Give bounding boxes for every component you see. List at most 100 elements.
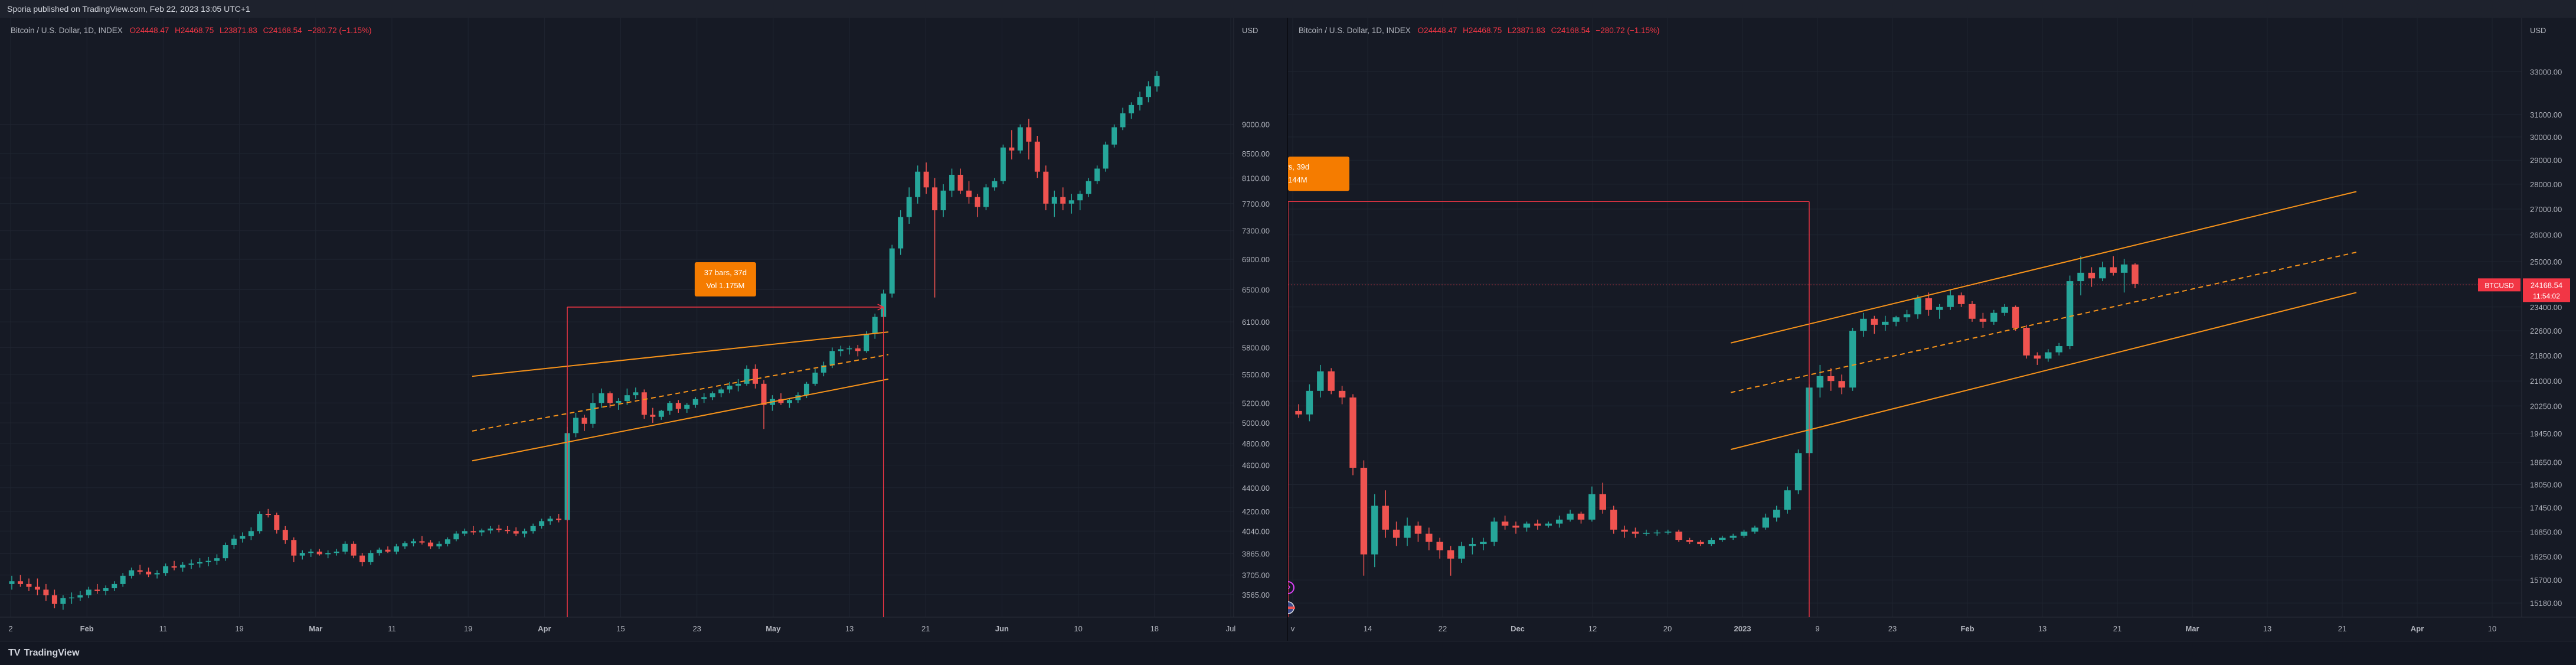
time-tick-label: 9	[1815, 624, 1819, 633]
time-tick-label: v	[1291, 624, 1295, 633]
candle-body	[427, 542, 433, 547]
candle-body	[1816, 376, 1824, 388]
candle-body	[1730, 536, 1737, 538]
candle-body	[1426, 533, 1433, 542]
price-tick-label: 7700.00	[1242, 200, 1270, 208]
tradingview-logo[interactable]: TV TradingView	[8, 648, 79, 659]
candle-body	[1957, 295, 1965, 304]
candle-body	[51, 595, 57, 604]
candle-body	[77, 595, 83, 598]
price-tick-label: 5200.00	[1242, 399, 1270, 408]
time-tick-label: Jun	[995, 624, 1009, 633]
candle-body	[915, 171, 921, 197]
candle-body	[496, 529, 502, 530]
candle-body	[1371, 506, 1378, 555]
price-tick-label: 6100.00	[1242, 318, 1270, 327]
candle-body	[394, 546, 399, 552]
candle-body	[590, 403, 596, 424]
time-tick-label: 21	[2113, 624, 2121, 633]
price-tick-label: 9000.00	[1242, 120, 1270, 129]
candle-body	[308, 552, 314, 553]
candle-body	[137, 570, 143, 572]
candle-body	[377, 549, 383, 553]
symbol-badge-label: BTCUSD	[2485, 281, 2514, 289]
legend-high: H24468.75	[1463, 26, 1502, 35]
candle-body	[1947, 295, 1954, 307]
candle-body	[214, 558, 220, 561]
candle-body	[1545, 523, 1552, 526]
candle-body	[1154, 76, 1160, 87]
price-tick-label: 33000.00	[2530, 68, 2562, 77]
time-tick-label: Jul	[1226, 624, 1236, 633]
time-tick-label: 10	[2488, 624, 2496, 633]
candle-body	[1306, 390, 1313, 415]
time-tick-label: 19	[464, 624, 472, 633]
candle-body	[1718, 537, 1726, 540]
candle-body	[667, 403, 673, 411]
candle-body	[231, 539, 237, 546]
candle-body	[265, 513, 271, 516]
price-tick-label: 4800.00	[1242, 439, 1270, 448]
time-tick-label: Mar	[309, 624, 322, 633]
candle-body	[1990, 312, 1998, 322]
candle-body	[1643, 533, 1650, 534]
right-chart-panel[interactable]: 33000.00 31000.00 30000.00 29000.00 28000.00…	[1288, 18, 2576, 641]
price-tick-label: 18650.00	[2530, 458, 2562, 467]
left-chart-panel[interactable]: 9000.00 8500.00 8100.00 7700.00 7300.00 6900.…	[0, 18, 1288, 641]
last-price-badge	[2523, 278, 2570, 302]
candle-body	[786, 400, 792, 403]
candle-body	[2034, 355, 2041, 359]
price-tick-label: 4200.00	[1242, 507, 1270, 516]
candle-body	[1338, 390, 1346, 398]
legend-change: −280.72 (−1.15%)	[308, 26, 372, 35]
candle-body	[1068, 200, 1074, 204]
price-tick-label: 6500.00	[1242, 285, 1270, 294]
candle-body	[2066, 281, 2074, 347]
candle-body	[1060, 197, 1066, 204]
candle-body	[2110, 267, 2117, 273]
time-tick-label: 13	[845, 624, 854, 633]
candle-body	[1882, 321, 1889, 325]
candle-body	[1129, 105, 1135, 113]
candle-body	[547, 519, 553, 521]
right-chart-canvas[interactable]: 33000.00 31000.00 30000.00 29000.00 28000.00…	[1288, 18, 2576, 641]
candle-body	[1567, 513, 1574, 520]
time-tick-label: Feb	[1960, 624, 1974, 633]
price-tick-label: 3865.00	[1242, 549, 1270, 558]
price-tick-label: 16250.00	[2530, 552, 2562, 561]
candle-body	[1979, 318, 1987, 322]
price-tick-label: 4040.00	[1242, 527, 1270, 536]
measure-label-volume: Vol 1.175M	[706, 281, 744, 290]
candle-body	[616, 400, 622, 403]
candle-body	[872, 317, 878, 334]
currency-label: USD	[1242, 26, 1258, 35]
time-tick-label: 21	[921, 624, 930, 633]
time-tick-label: 11	[159, 624, 168, 633]
candle-body	[86, 589, 91, 596]
candle-body	[1034, 141, 1040, 172]
candle-body	[949, 174, 955, 191]
candle-body	[1838, 381, 1845, 388]
legend-low: L23871.83	[1507, 26, 1545, 35]
candle-body	[1621, 529, 1628, 532]
candle-body	[1043, 171, 1049, 204]
candle-body	[864, 334, 869, 351]
candle-body	[1414, 525, 1422, 534]
legend-high: H24468.75	[175, 26, 214, 35]
candle-body	[1534, 523, 1541, 526]
channel-upper-line	[1730, 191, 2357, 344]
candle-body	[1794, 453, 1802, 491]
left-chart-canvas[interactable]: 9000.00 8500.00 8100.00 7700.00 7300.00 6900.…	[0, 18, 1287, 641]
candle-body	[1708, 540, 1715, 545]
candle-body	[505, 530, 511, 532]
candle-body	[581, 418, 587, 424]
time-tick-label: 21	[2338, 624, 2346, 633]
price-tick-label: 19450.00	[2530, 429, 2562, 438]
candle-body	[1094, 168, 1100, 181]
price-tick-label: 5000.00	[1242, 419, 1270, 428]
candle-body	[2099, 267, 2106, 279]
time-tick-label: 20	[1663, 624, 1672, 633]
candle-body	[932, 187, 938, 211]
candle-body	[923, 171, 929, 188]
candle-body	[34, 586, 40, 590]
